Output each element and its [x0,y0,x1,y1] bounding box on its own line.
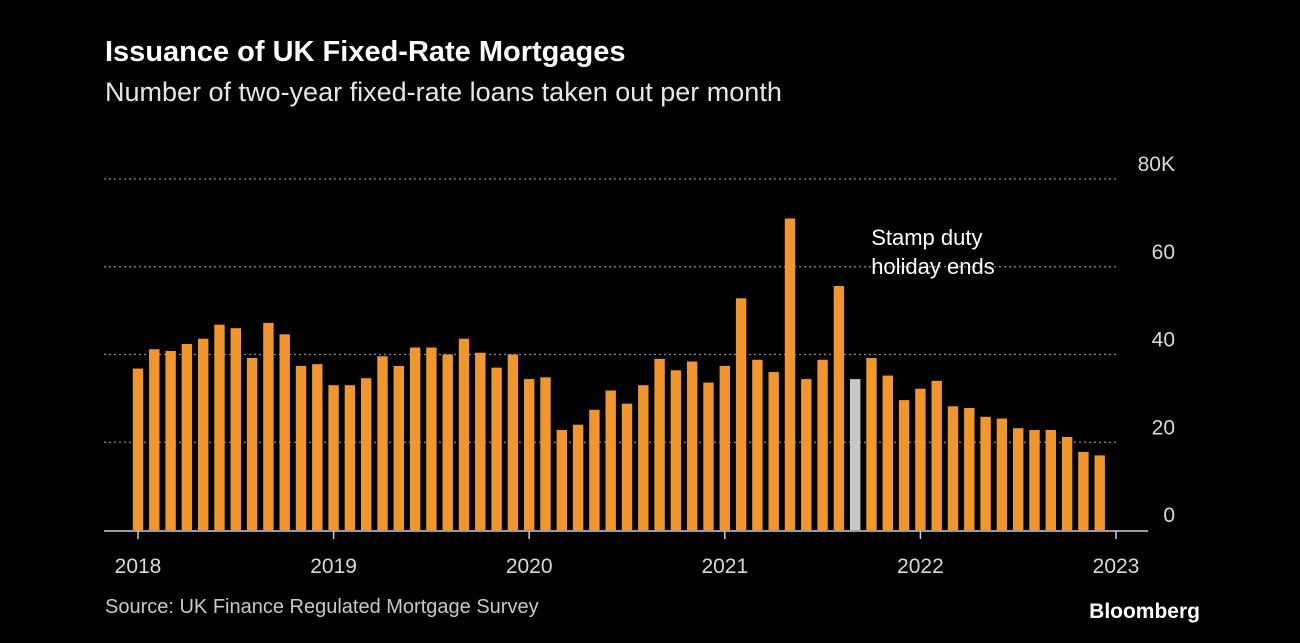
bar-2019-06 [409,347,421,530]
bar-2021-06 [801,379,812,530]
bar-2020-04 [572,424,584,530]
bar-2018-10 [279,334,290,530]
bar-2021-05 [784,218,796,531]
bar-2021-02 [735,298,747,530]
bar-2018-01 [132,368,144,530]
annotation: Stamp duty holiday ends [871,225,995,279]
bar-2022-11 [1078,451,1089,530]
bar-2020-08 [638,385,649,530]
bar-2022-07 [1013,428,1024,530]
bar-2022-09 [1045,429,1056,530]
bar-2019-10 [475,352,486,530]
chart-subtitle: Number of two-year fixed-rate loans take… [105,77,782,107]
bar-2018-02 [149,349,160,530]
bar-2020-03 [556,429,567,530]
bloomberg-logo: Bloomberg [1089,600,1200,623]
annotation-text-line: holiday ends [871,254,995,279]
x-tick-label: 2020 [506,555,553,578]
x-tick-label: 2021 [701,555,748,578]
bar-2019-11 [491,367,502,530]
bar-2020-02 [540,377,551,530]
bar-2018-03 [165,350,176,530]
x-tick-label: 2023 [1093,555,1140,578]
bar-2020-07 [621,403,633,530]
bar-2019-09 [458,338,470,530]
bar-2019-05 [393,365,404,530]
bar-2021-12 [898,400,910,530]
bar-2019-02 [344,385,356,530]
bar-2022-06 [996,418,1008,530]
bar-2020-06 [605,390,616,530]
bar-2021-07 [817,359,828,530]
highlight-bar-2021-09 [850,379,861,530]
bar-2018-04 [181,343,193,530]
bar-2019-08 [442,354,453,530]
y-tick-label: 40 [1152,329,1175,352]
bar-2022-05 [980,416,991,530]
axis-labels: 0 20 40 60 80K 2018 2019 2020 2021 2022 2023 [115,153,1175,578]
bar-2021-10 [866,358,877,530]
bar-2022-10 [1061,436,1073,530]
bar-2020-11 [687,361,698,530]
x-tick-label: 2019 [310,555,357,578]
bar-2021-08 [833,286,845,530]
bar-2019-01 [328,385,339,530]
annotation-text-line: Stamp duty [871,225,982,250]
bar-2019-07 [426,347,437,530]
bar-2021-04 [768,372,779,530]
chart-title: Issuance of UK Fixed-Rate Mortgages [105,36,626,68]
bar-2021-03 [752,359,763,530]
bar-2018-05 [198,338,209,530]
y-tick-label: 80K [1138,153,1175,176]
y-tick-label: 60 [1152,241,1175,264]
source-note: Source: UK Finance Regulated Mortgage Su… [105,596,539,618]
bar-2022-04 [964,408,975,530]
y-tick-label: 0 [1163,504,1175,527]
bar-2020-12 [703,382,714,530]
bar-2018-06 [214,324,225,530]
bar-2020-01 [524,379,535,530]
bar-2021-11 [882,375,893,530]
bar-2019-03 [361,378,372,530]
bar-2018-08 [246,358,258,530]
bar-2020-10 [670,370,682,530]
bar-2018-12 [312,364,323,530]
bar-2020-09 [654,358,665,530]
bar-2022-01 [915,388,926,530]
x-tick-label: 2022 [897,555,944,578]
bar-series [132,218,1105,531]
bar-2021-01 [719,365,730,530]
bar-2019-04 [377,356,388,530]
bar-2019-12 [507,354,519,530]
bar-2018-11 [295,365,307,530]
bar-2022-03 [947,406,959,530]
bar-2022-12 [1094,455,1105,530]
bar-2020-05 [589,409,600,530]
bar-2022-02 [931,380,942,530]
x-tick-label: 2018 [115,555,162,578]
x-axis [104,530,1148,539]
bar-2018-07 [230,328,241,530]
bar-2022-08 [1029,429,1040,530]
bar-2018-09 [263,322,274,530]
y-tick-label: 20 [1152,416,1175,439]
